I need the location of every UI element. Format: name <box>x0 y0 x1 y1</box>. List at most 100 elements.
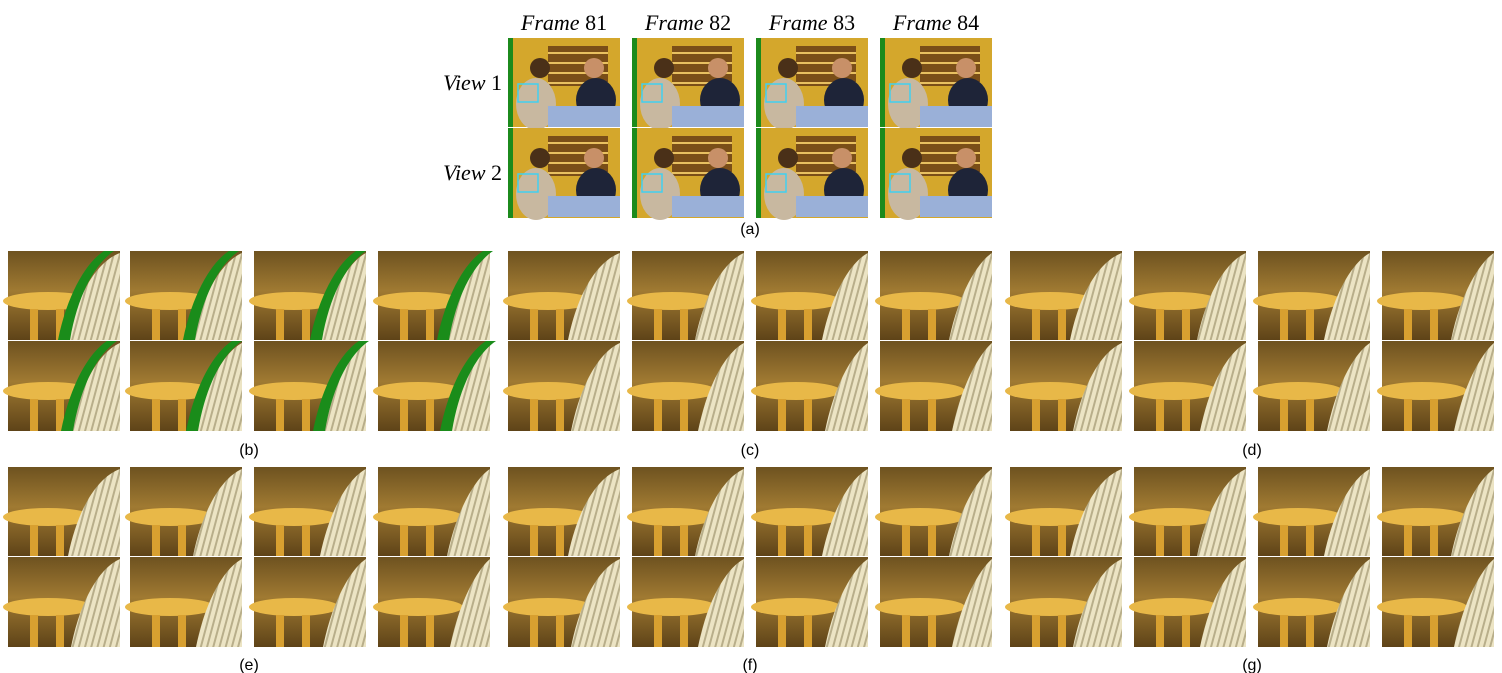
leg <box>1032 525 1040 556</box>
scene-image <box>508 38 620 130</box>
cloth <box>695 253 744 340</box>
cloth <box>1073 343 1122 431</box>
table-top <box>1005 598 1095 616</box>
shelf-line <box>672 152 732 154</box>
leg <box>400 525 408 556</box>
leg <box>530 615 538 647</box>
leg <box>680 309 688 340</box>
shelf-line <box>672 72 732 74</box>
cloth <box>320 469 366 556</box>
leg <box>902 615 910 647</box>
zoom-image <box>1377 251 1494 431</box>
green-hole <box>58 251 114 340</box>
cloth <box>825 559 868 647</box>
shelf-line <box>672 82 732 84</box>
row-word: View <box>443 160 486 185</box>
column-word: Frame <box>520 10 580 35</box>
green-edge <box>508 128 513 218</box>
table <box>796 106 868 127</box>
table-top <box>249 508 339 526</box>
head-left <box>654 58 674 78</box>
head-right <box>708 58 728 78</box>
leg <box>778 525 786 556</box>
scene-image <box>508 128 620 220</box>
leg <box>1182 399 1190 431</box>
head-right <box>956 148 976 168</box>
leg <box>778 309 786 340</box>
leg <box>1430 309 1438 340</box>
cloth <box>323 343 366 431</box>
leg <box>928 525 936 556</box>
table-top <box>503 598 593 616</box>
table-top <box>1005 292 1095 310</box>
highlight-box <box>765 83 787 103</box>
shelf-line <box>548 172 608 174</box>
shelf-line <box>672 142 732 144</box>
cloth <box>1327 559 1370 647</box>
cloth <box>196 343 242 431</box>
highlight-box <box>889 83 911 103</box>
table-top <box>751 508 841 526</box>
cloth <box>1070 469 1122 556</box>
leg <box>30 309 38 340</box>
cloth <box>698 343 744 431</box>
leg <box>152 615 160 647</box>
table-top <box>1129 382 1219 400</box>
cloth <box>1200 559 1246 647</box>
shelf-line <box>796 72 856 74</box>
head-right <box>708 148 728 168</box>
row-word: View <box>443 70 486 95</box>
table-top <box>249 292 339 310</box>
table-top <box>875 292 965 310</box>
table-top <box>503 292 593 310</box>
leg <box>902 525 910 556</box>
leg <box>1430 399 1438 431</box>
leg <box>426 399 434 431</box>
column-number: 81 <box>585 10 607 35</box>
cloth <box>450 559 490 647</box>
leg <box>400 615 408 647</box>
cloth <box>568 253 620 340</box>
leg <box>928 399 936 431</box>
column-number: 83 <box>833 10 855 35</box>
leg <box>654 309 662 340</box>
leg <box>1306 615 1314 647</box>
cloth <box>571 559 620 647</box>
cloth <box>323 559 366 647</box>
cloth <box>695 469 744 556</box>
caption: (e) <box>239 657 259 673</box>
leg <box>804 399 812 431</box>
leg <box>1280 399 1288 431</box>
highlight-box <box>765 173 787 193</box>
shelf-line <box>920 52 980 54</box>
table <box>920 106 992 127</box>
leg <box>56 399 64 431</box>
zoom-image <box>249 467 366 647</box>
head-left <box>902 58 922 78</box>
zoom-image <box>3 467 120 647</box>
shelf-line <box>920 162 980 164</box>
leg <box>1156 615 1164 647</box>
leg <box>654 399 662 431</box>
leg <box>530 309 538 340</box>
green-hole <box>61 341 117 431</box>
shelf-line <box>548 152 608 154</box>
cloth <box>568 469 620 556</box>
table-top <box>3 508 93 526</box>
table-top <box>1253 598 1343 616</box>
head-left <box>530 58 550 78</box>
table-top <box>249 598 339 616</box>
leg <box>1280 309 1288 340</box>
table-top <box>373 292 463 310</box>
caption: (a) <box>740 221 760 238</box>
cloth <box>1200 343 1246 431</box>
leg <box>1058 309 1066 340</box>
cloth <box>1324 469 1370 556</box>
shelf-line <box>796 152 856 154</box>
zoom-image <box>1129 467 1246 647</box>
table-top <box>1129 598 1219 616</box>
highlight-box <box>517 83 539 103</box>
zoom-image <box>1253 251 1370 431</box>
column-label: Frame 84 <box>892 10 979 35</box>
leg <box>1156 525 1164 556</box>
